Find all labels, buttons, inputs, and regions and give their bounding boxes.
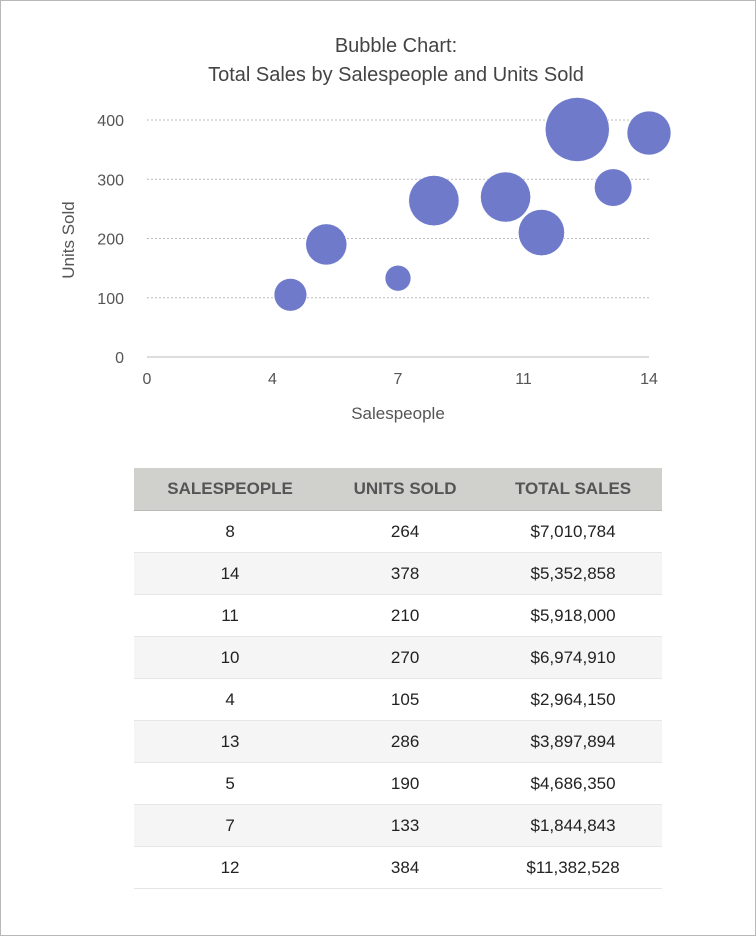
table-cell: $4,686,350: [484, 762, 662, 805]
table-cell: 4: [134, 678, 327, 721]
bubble: [408, 175, 460, 226]
y-tick-label: 0: [115, 350, 124, 367]
table-cell: 378: [326, 552, 485, 595]
y-tick-label: 300: [97, 172, 124, 189]
x-axis-label: Salespeople: [351, 404, 445, 423]
bubble: [305, 223, 348, 266]
bubble: [594, 168, 633, 207]
y-tick-label: 400: [97, 113, 124, 130]
table-cell: 7: [134, 804, 327, 847]
x-tick-label: 7: [394, 371, 403, 388]
y-axis-label: Units Sold: [59, 201, 78, 278]
table-cell: 13: [134, 720, 327, 763]
table-row: 7 133 $1,844,843: [134, 804, 662, 847]
bubble-chart: 0 100 200 300 400 0 4 7 11 14 Salespeople Units Sol…: [59, 97, 672, 423]
table-row: 11 210 $5,918,000: [134, 594, 662, 637]
bubble: [545, 97, 610, 162]
table-row: 5 190 $4,686,350: [134, 762, 662, 805]
table-cell: 8: [134, 510, 327, 553]
x-tick-label: 0: [143, 371, 152, 388]
table-cell: $1,844,843: [484, 804, 662, 847]
table-cell: 105: [326, 678, 485, 721]
column-header: UNITS SOLD: [326, 468, 485, 511]
bubble: [518, 209, 565, 256]
table-cell: $2,964,150: [484, 678, 662, 721]
table-cell: 384: [326, 846, 485, 889]
table-cell: 11: [134, 594, 327, 637]
table-cell: 210: [326, 594, 485, 637]
bubble: [626, 110, 672, 156]
table-row: 8 264 $7,010,784: [134, 510, 662, 553]
x-tick-label: 4: [268, 371, 277, 388]
table-cell: 190: [326, 762, 485, 805]
table-cell: 14: [134, 552, 327, 595]
table-cell: 270: [326, 636, 485, 679]
table-cell: 5: [134, 762, 327, 805]
bubble: [273, 278, 308, 312]
table-cell: 133: [326, 804, 485, 847]
table-cell: $11,382,528: [484, 846, 662, 889]
x-tick-label: 14: [640, 371, 658, 388]
table-row: 14 378 $5,352,858: [134, 552, 662, 595]
table-header-row: SALESPEOPLE UNITS SOLD TOTAL SALES: [134, 468, 662, 511]
column-header: TOTAL SALES: [484, 468, 662, 511]
table-row: 13 286 $3,897,894: [134, 720, 662, 763]
table-row: 12 384 $11,382,528: [134, 846, 662, 889]
bubble: [480, 171, 531, 223]
table-cell: $6,974,910: [484, 636, 662, 679]
y-tick-label: 200: [97, 232, 124, 249]
x-tick-label: 11: [515, 371, 532, 388]
table-row: 10 270 $6,974,910: [134, 636, 662, 679]
table-cell: 264: [326, 510, 485, 553]
chart-title-line-2: Total Sales by Salespeople and Units Sol…: [208, 64, 584, 86]
table-cell: $5,352,858: [484, 552, 662, 595]
table-row: 4 105 $2,964,150: [134, 678, 662, 721]
table-cell: 12: [134, 846, 327, 889]
y-tick-label: 100: [97, 291, 124, 308]
table-cell: $7,010,784: [484, 510, 662, 553]
data-table: SALESPEOPLE UNITS SOLD TOTAL SALES 8 264 $7,…: [134, 468, 662, 889]
chart-title-line-1: Bubble Chart:: [334, 35, 458, 57]
table-cell: $3,897,894: [484, 720, 662, 763]
bubble: [384, 265, 412, 292]
column-header: SALESPEOPLE: [134, 468, 327, 511]
table-cell: $5,918,000: [484, 594, 662, 637]
table-cell: 10: [134, 636, 327, 679]
table-cell: 286: [326, 720, 485, 763]
